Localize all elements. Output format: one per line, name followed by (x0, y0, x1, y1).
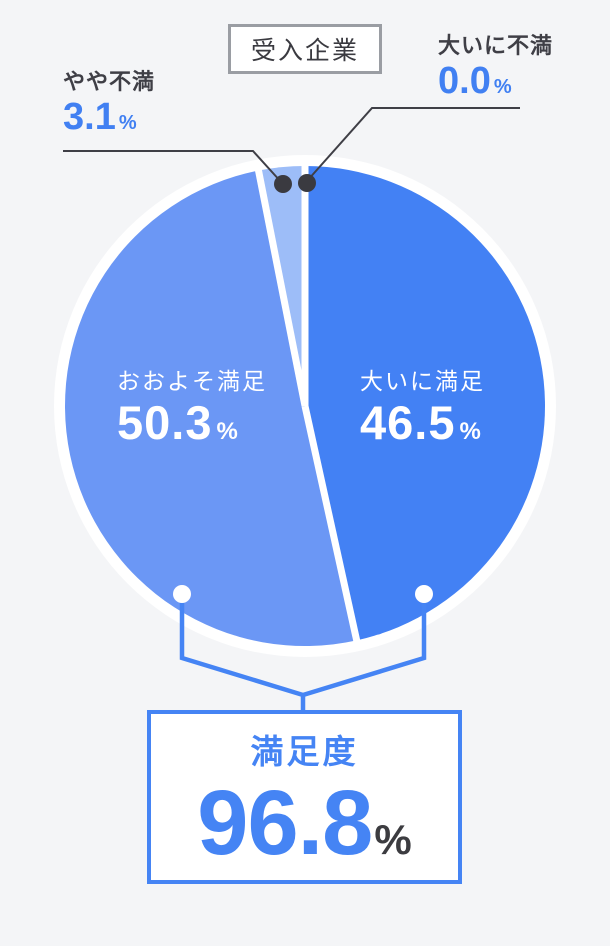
percent-sign: % (118, 112, 137, 134)
slice-name: おおよそ満足 (117, 368, 267, 394)
callout-very-dissatisfied: 大いに不満 0.0% (438, 28, 553, 104)
pie-divider-1 (301, 405, 361, 645)
pie-slice-1 (65, 170, 357, 646)
slice-name: 大いに満足 (360, 368, 485, 394)
pie-divider-2 (254, 166, 309, 407)
satisfaction-summary-box: 満足度 96.8% (147, 710, 462, 884)
leader-lines (63, 107, 520, 184)
bracket-right (302, 594, 427, 698)
chart-title-box: 受入企業 (228, 24, 382, 74)
pie-slice-0 (305, 166, 546, 641)
bracket-left (179, 594, 306, 712)
slice-value: 50.3 (117, 396, 213, 449)
slice-label-very-satisfied: 大いに満足 46.5% (360, 362, 485, 450)
summary-label: 満足度 (250, 733, 359, 770)
pie-slice-dividers (254, 163, 361, 645)
slice-value: 46.5 (360, 396, 456, 449)
summary-bracket (179, 594, 427, 712)
bracket-dot-left (173, 585, 191, 603)
callout-slightly-dissatisfied: やや不満 3.1% (63, 64, 155, 140)
callout-label: 大いに不満 (438, 33, 554, 58)
leader-line-very-dissatisfied (306, 107, 520, 182)
percent-sign: % (459, 418, 481, 445)
callout-value: 0.0 (438, 60, 491, 102)
callout-label: やや不満 (63, 69, 156, 94)
leader-dot-slightly-dissatisfied (274, 175, 292, 193)
percent-sign: % (374, 816, 412, 863)
leader-line-slightly-dissatisfied (63, 150, 283, 184)
summary-value: 96.8 (197, 772, 373, 874)
bracket-dot-right (415, 585, 433, 603)
chart-title: 受入企業 (250, 37, 359, 65)
leader-dot-very-dissatisfied (298, 174, 316, 192)
percent-sign: % (493, 76, 512, 98)
callout-value: 3.1 (63, 96, 116, 138)
percent-sign: % (216, 418, 238, 445)
slice-label-roughly-satisfied: おおよそ満足 50.3% (117, 362, 267, 450)
